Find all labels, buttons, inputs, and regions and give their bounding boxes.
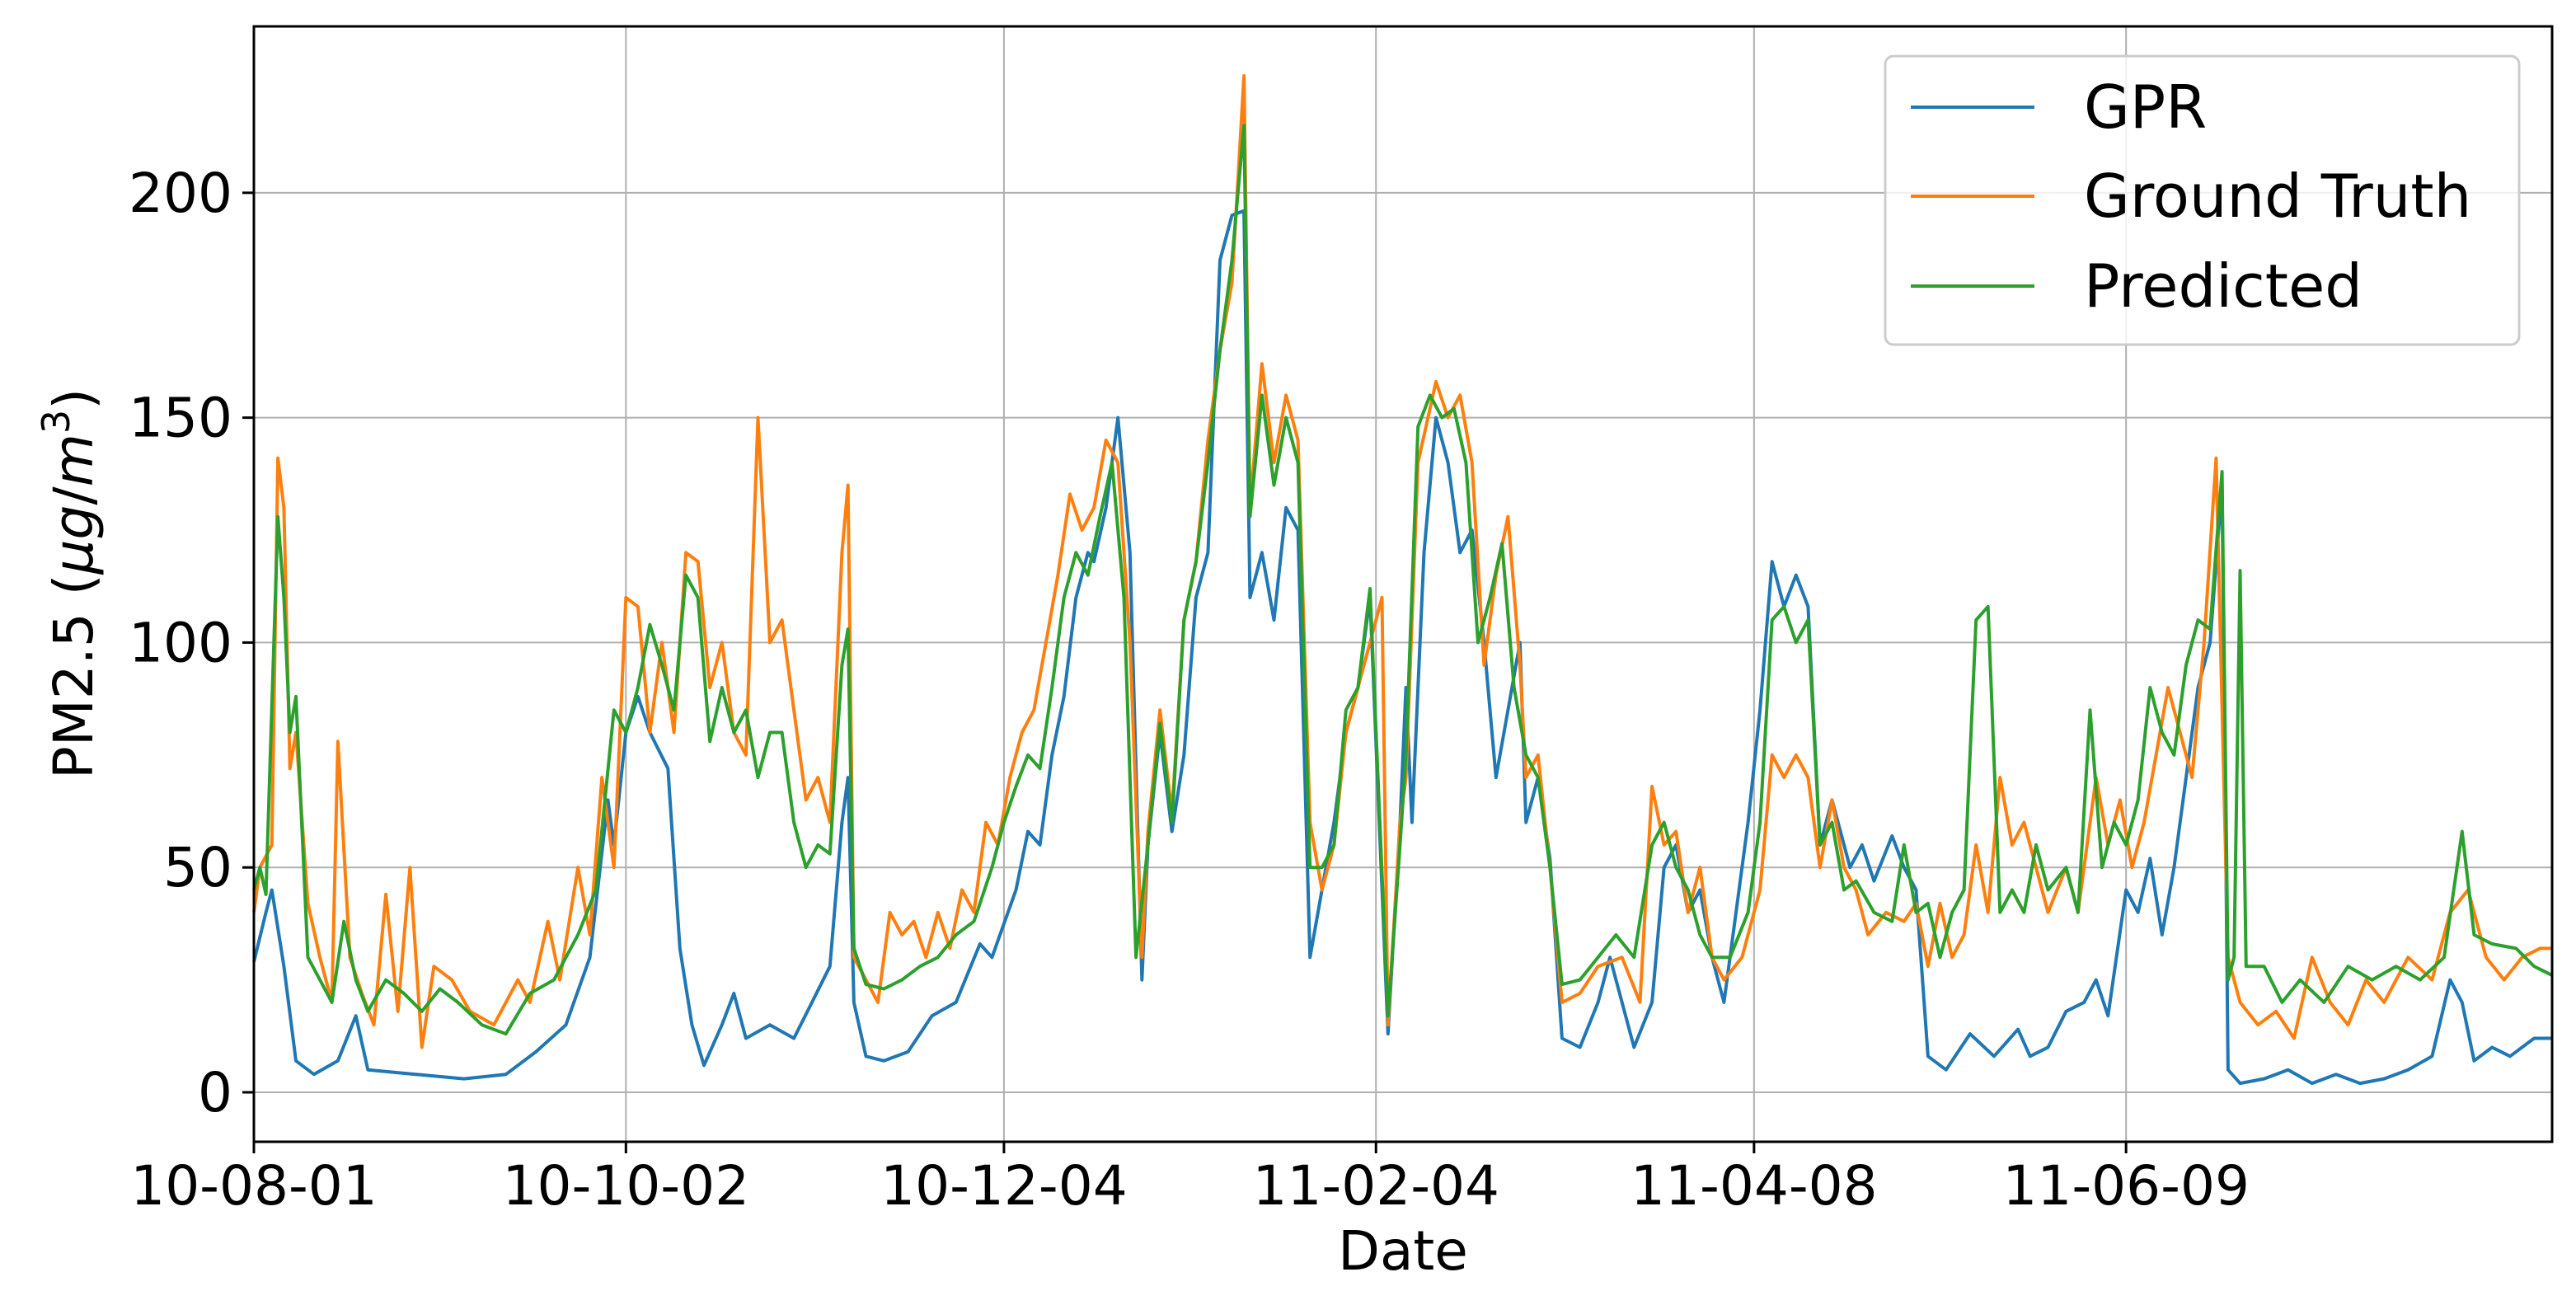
legend-label-predicted: Predicted xyxy=(2084,251,2363,321)
series-line-gpr xyxy=(252,209,2552,1086)
series-line-ground-truth xyxy=(252,74,2552,1049)
x-tick-label: 11-02-04 xyxy=(1252,1154,1499,1218)
legend-box xyxy=(1884,54,2521,346)
y-tick-label: 0 xyxy=(198,1061,232,1124)
x-axis-label: Date xyxy=(1338,1219,1468,1283)
legend: GPR Ground Truth Predicted xyxy=(1884,54,2521,346)
x-tick-label: 11-06-09 xyxy=(2002,1154,2250,1218)
y-axis-label: PM2.5 (μg/m3) xyxy=(34,388,106,779)
x-tick-label: 10-10-02 xyxy=(503,1154,750,1218)
grid xyxy=(253,26,2552,1142)
legend-label-ground-truth: Ground Truth xyxy=(2084,162,2471,231)
y-tick-label: 200 xyxy=(129,162,232,225)
x-tick-label: 10-08-01 xyxy=(130,1154,378,1218)
y-tick-label: 50 xyxy=(163,836,232,899)
y-tick-label: 100 xyxy=(129,611,232,674)
y-axis-ticks: 0 50 100 150 200 xyxy=(129,162,254,1124)
y-tick-label: 150 xyxy=(129,387,232,450)
series-layer xyxy=(252,74,2553,1086)
legend-label-gpr: GPR xyxy=(2084,73,2207,142)
series-line-predicted xyxy=(252,124,2553,1036)
plot-frame xyxy=(252,25,2554,1143)
x-tick-label: 11-04-08 xyxy=(1631,1154,1878,1218)
x-axis-ticks: 10-08-01 10-10-02 10-12-04 11-02-04 11-04-08… xyxy=(130,1142,2250,1218)
x-tick-label: 10-12-04 xyxy=(880,1154,1128,1218)
